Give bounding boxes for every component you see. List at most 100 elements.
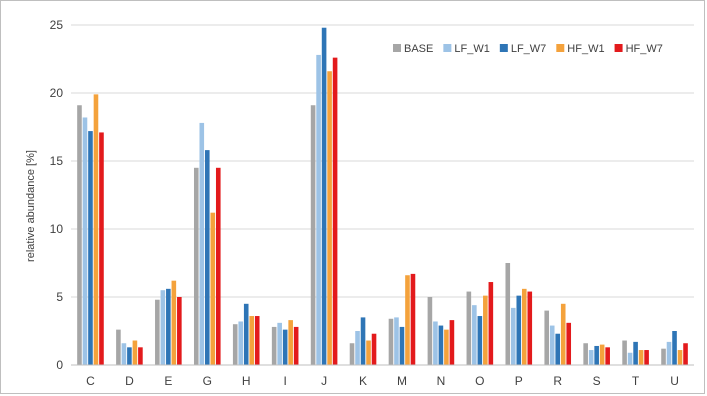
bar-O-LF_W1 <box>472 305 477 365</box>
bar-O-HF_W1 <box>483 295 488 365</box>
bars <box>77 27 688 366</box>
bar-P-LF_W7 <box>516 295 522 365</box>
x-tick-label: C <box>86 374 95 388</box>
bar-S-BASE <box>583 343 588 365</box>
bar-N-LF_W7 <box>438 325 444 365</box>
bar-C-BASE <box>77 105 82 366</box>
bar-E-HF_W1 <box>171 280 177 365</box>
bar-T-LF_W7 <box>633 341 638 365</box>
bar-K-BASE <box>349 343 355 365</box>
x-tick-label: J <box>321 374 327 388</box>
bar-T-BASE <box>622 340 627 365</box>
bar-R-HF_W7 <box>566 322 572 365</box>
bar-U-LF_W7 <box>672 331 677 365</box>
legend-swatch-LF_W7 <box>499 44 508 52</box>
y-tick-label: 0 <box>56 358 63 372</box>
bar-I-HF_W1 <box>288 320 293 365</box>
x-tick-label: M <box>397 374 407 388</box>
bar-U-HF_W7 <box>683 343 688 365</box>
bar-J-HF_W7 <box>332 57 338 365</box>
bar-I-BASE <box>271 326 277 365</box>
bar-U-HF_W1 <box>677 350 683 365</box>
bar-D-LF_W7 <box>127 347 132 365</box>
bar-D-BASE <box>116 329 121 365</box>
legend-swatch-HF_W1 <box>556 44 565 52</box>
bar-H-LF_W7 <box>243 303 249 365</box>
bar-D-HF_W7 <box>138 347 143 365</box>
legend-swatch-HF_W7 <box>614 44 623 52</box>
bar-D-HF_W1 <box>132 340 138 365</box>
bar-J-BASE <box>310 105 316 366</box>
x-tick-label: H <box>242 374 251 388</box>
bar-M-HF_W7 <box>410 273 416 365</box>
bar-H-HF_W7 <box>254 316 260 365</box>
bar-E-LF_W7 <box>166 288 171 365</box>
bar-I-LF_W1 <box>277 322 282 365</box>
x-tick-label: R <box>553 374 562 388</box>
bar-C-HF_W7 <box>99 132 104 365</box>
x-tick-label: K <box>359 374 367 388</box>
y-tick-label: 25 <box>50 18 64 32</box>
legend-swatch-BASE <box>393 44 401 52</box>
y-axis-ticks: 0 5 10 15 20 25 <box>50 18 64 372</box>
bar-J-HF_W1 <box>327 71 332 366</box>
bar-T-HF_W7 <box>644 350 649 365</box>
bar-N-LF_W1 <box>433 321 438 365</box>
x-tick-label: I <box>283 374 286 388</box>
bar-P-HF_W7 <box>527 291 533 365</box>
bar-E-LF_W1 <box>160 290 166 365</box>
x-tick-label: T <box>632 374 640 388</box>
bar-T-HF_W1 <box>638 350 644 365</box>
bar-P-BASE <box>505 263 511 365</box>
bar-R-LF_W7 <box>555 333 561 365</box>
bar-M-BASE <box>388 318 394 365</box>
bar-R-BASE <box>544 310 550 365</box>
bar-K-LF_W7 <box>360 317 366 365</box>
bar-J-LF_W7 <box>321 27 327 365</box>
x-tick-label: D <box>125 374 134 388</box>
bar-N-HF_W7 <box>449 320 455 365</box>
bar-S-HF_W1 <box>599 344 605 365</box>
bar-U-LF_W1 <box>666 341 672 365</box>
bar-O-HF_W7 <box>488 282 494 365</box>
bar-S-LF_W7 <box>594 345 599 365</box>
y-tick-label: 15 <box>50 154 64 168</box>
bar-P-LF_W1 <box>510 307 516 365</box>
legend-swatch-LF_W1 <box>443 44 452 52</box>
bar-S-HF_W7 <box>605 347 610 365</box>
bar-H-HF_W1 <box>249 316 255 365</box>
bar-S-LF_W1 <box>588 350 594 365</box>
bar-R-HF_W1 <box>560 303 566 365</box>
bar-T-LF_W1 <box>627 352 633 365</box>
bar-I-LF_W7 <box>282 329 288 365</box>
legend-label: LF_W7 <box>511 43 546 55</box>
bar-E-BASE <box>155 299 160 365</box>
bar-P-HF_W1 <box>521 288 527 365</box>
x-tick-label: G <box>203 374 212 388</box>
bar-R-LF_W1 <box>549 325 555 365</box>
x-tick-label: N <box>437 374 446 388</box>
bar-O-BASE <box>466 291 472 365</box>
legend-label: BASE <box>404 43 433 55</box>
x-tick-label: U <box>670 374 679 388</box>
bar-O-LF_W7 <box>477 316 483 365</box>
bar-H-BASE <box>232 324 238 365</box>
bar-J-LF_W1 <box>316 54 321 366</box>
bar-K-HF_W1 <box>366 340 371 365</box>
bar-M-HF_W1 <box>405 275 410 365</box>
x-tick-label: S <box>593 374 601 388</box>
x-tick-label: P <box>515 374 523 388</box>
bar-C-HF_W1 <box>93 94 99 366</box>
legend: BASE LF_W1 LF_W7 HF_W1 HF_W7 <box>393 43 663 55</box>
bar-E-HF_W7 <box>177 297 182 365</box>
legend-label: HF_W7 <box>626 43 663 55</box>
bar-G-LF_W1 <box>199 122 205 365</box>
y-axis-title: relative abundance [%] <box>25 150 37 262</box>
bar-K-LF_W1 <box>355 331 360 365</box>
x-tick-label: O <box>475 374 484 388</box>
x-tick-label: E <box>164 374 172 388</box>
bar-G-HF_W7 <box>215 167 221 365</box>
bar-D-LF_W1 <box>121 343 127 365</box>
